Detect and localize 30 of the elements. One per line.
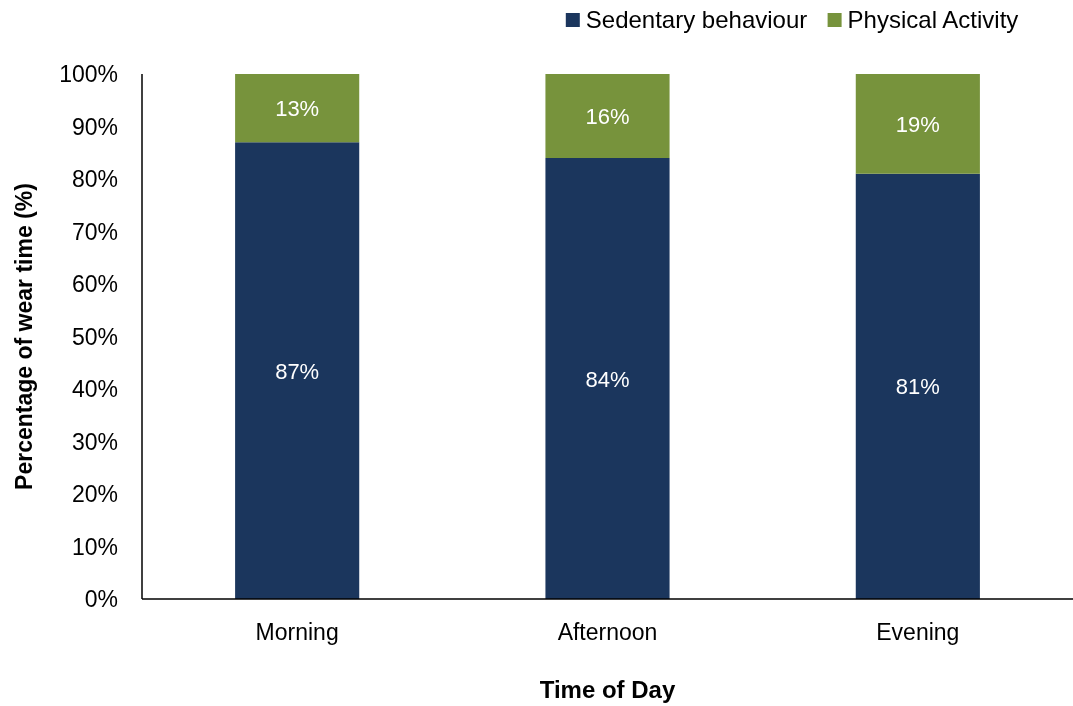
y-tick-label: 90% — [71, 113, 118, 140]
data-label: 19% — [895, 111, 940, 137]
y-tick-label: 20% — [71, 481, 118, 507]
x-axis-title: Time of Day — [539, 676, 676, 703]
y-tick-label: 80% — [71, 166, 118, 192]
y-tick-label: 60% — [71, 271, 118, 297]
data-label: 84% — [585, 366, 630, 392]
x-tick-label: Afternoon — [557, 619, 658, 645]
y-axis-title: Percentage of wear time (%) — [11, 183, 37, 490]
data-label: 87% — [275, 358, 320, 384]
data-label: 13% — [275, 96, 320, 122]
legend-label: Sedentary behaviour — [585, 6, 808, 33]
bar — [235, 142, 360, 599]
y-tick-label: 40% — [71, 376, 118, 402]
y-tick-label: 50% — [71, 323, 118, 350]
data-label: 81% — [895, 374, 940, 400]
bar — [545, 158, 670, 599]
x-tick-label: Morning — [255, 619, 339, 645]
data-label: 16% — [585, 104, 630, 129]
y-tick-label: 10% — [71, 533, 118, 560]
y-tick-label: 30% — [71, 428, 118, 455]
bar — [855, 173, 980, 599]
bar — [235, 74, 360, 143]
x-tick-label: Evening — [876, 619, 960, 645]
legend-label: Physical Activity — [847, 6, 1019, 33]
y-tick-label: 100% — [59, 61, 118, 87]
y-tick-label: 70% — [71, 218, 118, 245]
y-tick-label: 0% — [84, 586, 118, 612]
bar — [855, 74, 980, 174]
bar — [545, 74, 670, 158]
